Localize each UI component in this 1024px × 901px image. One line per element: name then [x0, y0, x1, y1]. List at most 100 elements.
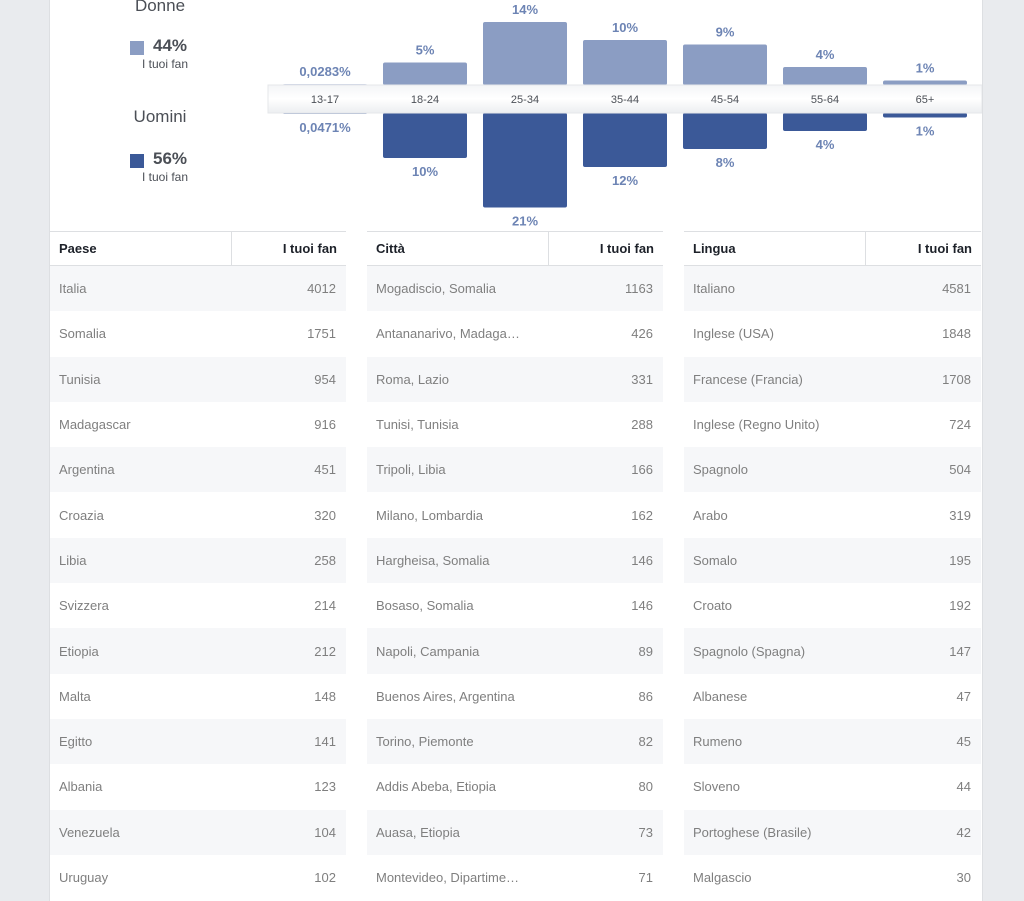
table-row: Roma, Lazio 331 — [367, 356, 663, 402]
age-tick-label: 45-54 — [711, 94, 739, 106]
row-name: Albania — [59, 779, 103, 795]
men-value-label: 21% — [512, 214, 538, 229]
row-value: 123 — [314, 779, 336, 795]
table-row: Auasa, Etiopia 73 — [367, 809, 663, 855]
row-value: 212 — [314, 643, 336, 659]
row-name: Svizzera — [59, 598, 109, 614]
row-name: Buenos Aires, Argentina — [376, 688, 515, 704]
age-tick-label: 13-17 — [311, 94, 339, 106]
table-row: Albania 123 — [50, 764, 346, 810]
row-value: 86 — [638, 688, 653, 704]
women-value-label: 1% — [916, 61, 935, 76]
bar-men-65+ — [883, 113, 967, 118]
table-row: Etiopia 212 — [50, 628, 346, 674]
table-row: Madagascar 916 — [50, 401, 346, 448]
table-row: Spagnolo 504 — [684, 447, 981, 493]
bar-men-18-24 — [383, 113, 467, 158]
column-header-fans[interactable]: I tuoi fan — [917, 241, 972, 256]
row-name: Malgascio — [693, 870, 752, 885]
row-name: Auasa, Etiopia — [376, 824, 460, 840]
table-row: Svizzera 214 — [50, 583, 346, 629]
table-row: Inglese (USA) 1848 — [684, 311, 981, 357]
row-value: 916 — [314, 417, 336, 433]
row-name: Tripoli, Libia — [376, 462, 446, 478]
table-row: Malta 148 — [50, 673, 346, 719]
row-name: Francese (Francia) — [693, 371, 803, 387]
table-header: Città I tuoi fan — [367, 231, 663, 266]
bar-women-35-44 — [583, 40, 667, 85]
table-row: Addis Abeba, Etiopia 80 — [367, 764, 663, 810]
row-value: 4581 — [942, 281, 971, 297]
men-percentage: 56% — [153, 149, 188, 168]
bar-women-55-64 — [783, 67, 867, 85]
row-value: 44 — [956, 779, 971, 795]
column-header-country[interactable]: Paese — [50, 232, 232, 265]
row-value: 954 — [314, 371, 336, 387]
row-name: Inglese (Regno Unito) — [693, 417, 820, 433]
row-value: 73 — [638, 824, 653, 840]
row-name: Bosaso, Somalia — [376, 598, 474, 614]
column-header-language[interactable]: Lingua — [684, 232, 866, 265]
column-header-fans[interactable]: I tuoi fan — [599, 241, 654, 256]
column-header-fans[interactable]: I tuoi fan — [282, 241, 337, 256]
row-value: 1163 — [625, 281, 653, 297]
row-name: Argentina — [59, 462, 115, 478]
row-value: 195 — [949, 552, 971, 568]
table-row: Rumeno 45 — [684, 718, 981, 765]
table-row: Tripoli, Libia 166 — [367, 447, 663, 493]
row-name: Torino, Piemonte — [376, 734, 474, 750]
country-table: Paese I tuoi fan Italia 4012 Somalia 1751 Tu… — [50, 231, 346, 901]
table-row: Francese (Francia) 1708 — [684, 356, 981, 402]
table-row: Hargheisa, Somalia 146 — [367, 537, 663, 584]
row-name: Addis Abeba, Etiopia — [376, 779, 496, 795]
row-name: Tunisia — [59, 371, 101, 387]
row-name: Uruguay — [59, 870, 109, 885]
row-value: 71 — [638, 870, 653, 885]
table-row: Tunisi, Tunisia 288 — [367, 401, 663, 448]
row-name: Croazia — [59, 507, 104, 523]
table-header: Lingua I tuoi fan — [684, 231, 981, 266]
women-swatch — [130, 41, 144, 55]
men-value-label: 4% — [816, 137, 835, 152]
row-value: 288 — [631, 417, 653, 433]
row-name: Napoli, Campania — [376, 643, 480, 659]
row-name: Albanese — [693, 688, 748, 704]
row-value: 146 — [631, 598, 653, 614]
row-name: Sloveno — [693, 779, 740, 795]
row-value: 80 — [638, 779, 653, 795]
city-table: Città I tuoi fan Mogadiscio, Somalia 1163… — [367, 231, 663, 901]
men-sub-label: I tuoi fan — [141, 170, 188, 184]
table-row: Spagnolo (Spagna) 147 — [684, 628, 981, 674]
age-gender-chart: 13-17 18-24 25-34 35-44 45-54 55-64 65+ 0,0283… — [267, 2, 982, 229]
women-value-label: 0,0283% — [299, 64, 351, 79]
row-name: Milano, Lombardia — [376, 507, 483, 523]
row-value: 192 — [949, 598, 971, 614]
row-value: 146 — [631, 552, 653, 568]
row-value: 141 — [314, 734, 336, 750]
row-name: Etiopia — [59, 643, 99, 659]
row-name: Italiano — [693, 281, 735, 297]
row-value: 166 — [631, 462, 653, 478]
row-name: Mogadiscio, Somalia — [376, 281, 496, 297]
row-value: 214 — [314, 598, 336, 614]
bar-women-18-24 — [383, 62, 467, 85]
column-header-city[interactable]: Città — [367, 232, 549, 265]
table-row: Montevideo, Dipartime… 71 — [367, 854, 663, 901]
bar-men-35-44 — [583, 113, 667, 167]
row-value: 1708 — [942, 371, 971, 387]
gender-legend: Donne 44% I tuoi fan Uomini 56% I tuoi f… — [50, 0, 250, 230]
table-row: Croato 192 — [684, 583, 981, 629]
row-value: 4012 — [307, 281, 336, 297]
table-row: Milano, Lombardia 162 — [367, 492, 663, 538]
women-value-label: 4% — [816, 47, 835, 62]
table-row: Buenos Aires, Argentina 86 — [367, 673, 663, 719]
row-name: Madagascar — [59, 417, 131, 433]
table-row: Sloveno 44 — [684, 764, 981, 810]
row-name: Tunisi, Tunisia — [376, 417, 459, 433]
row-value: 504 — [949, 462, 971, 478]
bar-men-25-34 — [483, 113, 567, 208]
row-value: 104 — [314, 824, 336, 840]
age-tick-label: 65+ — [916, 94, 935, 106]
women-percentage: 44% — [153, 36, 188, 55]
row-name: Hargheisa, Somalia — [376, 552, 490, 568]
